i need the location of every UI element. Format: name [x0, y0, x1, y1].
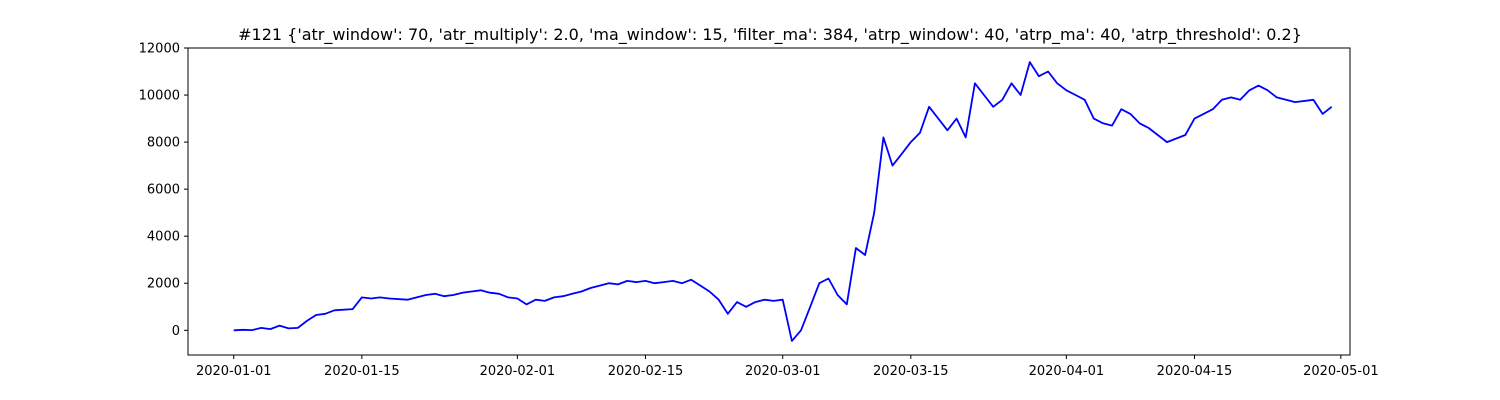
x-tick-label: 2020-04-01 — [1029, 364, 1105, 379]
series-line — [233, 61, 1333, 342]
chart-title: #121 {'atr_window': 70, 'atr_multiply': … — [238, 25, 1302, 45]
y-tick-label: 8000 — [147, 136, 180, 151]
y-tick-label: 10000 — [139, 89, 180, 104]
x-tick-label: 2020-02-15 — [608, 364, 684, 379]
y-axis: 0 2000 4000 6000 8000 10000 12000 — [139, 42, 188, 339]
y-tick-label: 4000 — [147, 230, 180, 245]
y-tick-label: 12000 — [139, 42, 180, 57]
x-tick-label: 2020-04-15 — [1157, 364, 1233, 379]
x-tick-label: 2020-03-15 — [873, 364, 949, 379]
plot-frame — [187, 47, 1351, 356]
x-axis: 2020-01-01 2020-01-15 2020-02-01 2020-02-15… — [196, 355, 1379, 379]
x-tick-label: 2020-05-01 — [1303, 364, 1379, 379]
x-tick-label: 2020-02-01 — [480, 364, 556, 379]
x-tick-label: 2020-01-01 — [196, 364, 272, 379]
x-tick-label: 2020-01-15 — [324, 364, 400, 379]
x-tick-label: 2020-03-01 — [745, 364, 821, 379]
plot-area — [233, 61, 1333, 342]
y-tick-label: 0 — [172, 324, 180, 339]
y-tick-label: 6000 — [147, 183, 180, 198]
y-tick-label: 2000 — [147, 277, 180, 292]
